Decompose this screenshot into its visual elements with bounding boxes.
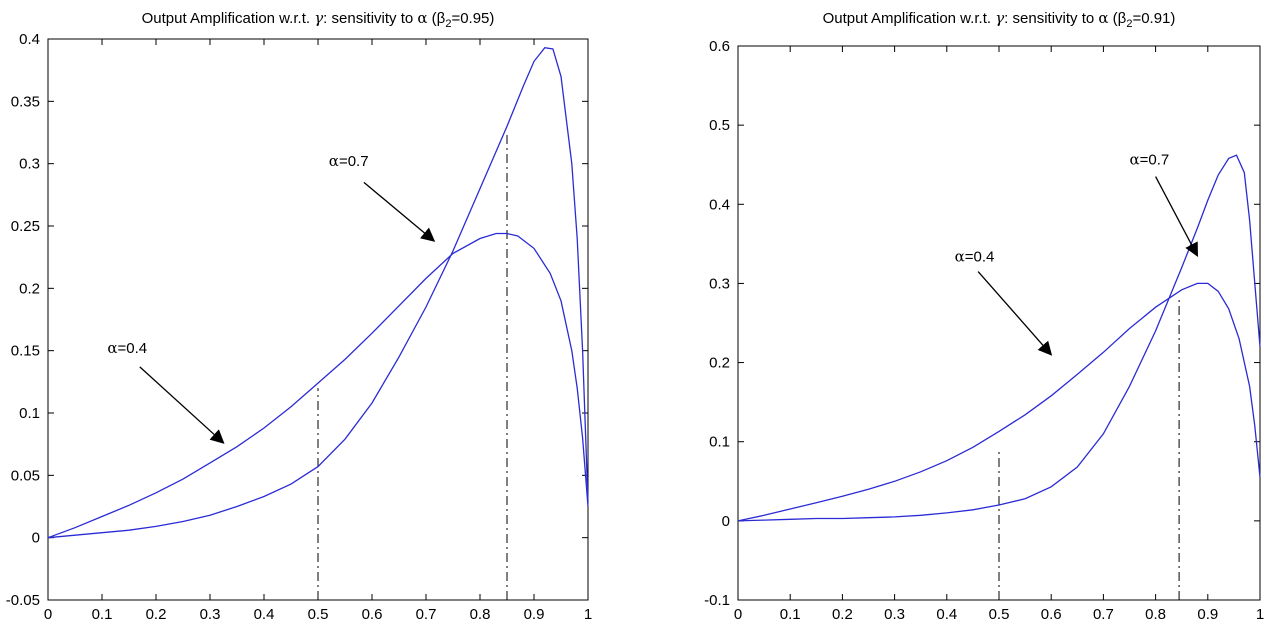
y-tick-label: 0.2	[19, 280, 40, 297]
title-mid: : sensitivity to	[323, 10, 417, 27]
series-line-1	[47, 232, 589, 539]
x-tick-label: 0.1	[92, 606, 113, 623]
x-tick-label: 0.9	[524, 606, 545, 623]
annotation-value: =0.7	[339, 153, 369, 170]
x-tick-label: 0.3	[200, 606, 221, 623]
title-alpha: α	[417, 9, 427, 27]
annotations: α=0.7α=0.4	[107, 152, 436, 444]
x-tick-label: 0.6	[362, 606, 383, 623]
series-lines	[737, 154, 1261, 522]
x-tick-label: 0.5	[989, 606, 1010, 623]
title-alpha: α	[1098, 9, 1108, 27]
series-line-1	[737, 282, 1261, 522]
annotation-arrow	[1155, 176, 1199, 257]
y-tick-label: 0.35	[11, 93, 40, 110]
chart-title: Output Amplification w.r.t. γ: sensitivi…	[142, 9, 495, 30]
title-beta-subscript: 2	[445, 18, 451, 30]
y-tick-label: 0.2	[709, 355, 730, 372]
annotation-value: =0.4	[118, 340, 148, 357]
x-tick-label: 0.6	[1041, 606, 1062, 623]
x-tick-label: 0.2	[146, 606, 167, 623]
annotation-alpha: α	[955, 247, 965, 265]
x-tick-label: 0	[44, 606, 52, 623]
chart-title: Output Amplification w.r.t. γ: sensitivi…	[823, 9, 1176, 30]
title-gamma: γ	[314, 9, 323, 27]
title-beta-open: (β	[1109, 10, 1127, 27]
y-tick-label: 0.25	[11, 218, 40, 235]
axis-ticks: 0 0.1 0.2 0.3 0.4 0.5 0.6 0.7 0.8 0.9 1-0.0500.050…	[6, 31, 592, 623]
y-tick-label: -0.1	[704, 592, 730, 609]
y-tick-label: 0.05	[11, 467, 40, 484]
x-tick-label: 0.7	[1093, 606, 1114, 623]
y-tick-label: 0.15	[11, 343, 40, 360]
y-tick-label: 0.5	[709, 117, 730, 134]
annotation-alpha: α	[107, 339, 117, 357]
annotations: α=0.7α=0.4	[955, 151, 1199, 356]
chart-1: Output Amplification w.r.t. γ: sensitivi…	[6, 9, 592, 623]
series-lines	[47, 46, 589, 539]
annotation-label: α=0.4	[107, 339, 147, 357]
title-beta-close: =0.95)	[451, 10, 494, 27]
title-beta-open: (β	[428, 10, 446, 27]
x-tick-label: 0.9	[1197, 606, 1218, 623]
series-line-2	[737, 154, 1261, 522]
annotation-alpha: α	[1130, 151, 1140, 169]
title-mid: : sensitivity to	[1004, 10, 1098, 27]
x-tick-label: 0.1	[780, 606, 801, 623]
x-tick-label: 0	[734, 606, 742, 623]
reference-lines	[317, 132, 508, 600]
y-tick-label: 0.1	[19, 405, 40, 422]
annotation-label: α=0.7	[329, 152, 369, 170]
title-beta-subscript: 2	[1126, 18, 1132, 30]
y-tick-label: 0.1	[709, 434, 730, 451]
title-gamma: γ	[995, 9, 1004, 27]
y-tick-label: 0.3	[709, 275, 730, 292]
series-line-2	[47, 46, 589, 539]
y-tick-label: 0.4	[19, 31, 40, 48]
x-tick-label: 0.8	[470, 606, 491, 623]
x-tick-label: 0.2	[832, 606, 853, 623]
axis-ticks: 0 0.1 0.2 0.3 0.4 0.5 0.6 0.7 0.8 0.9 1-0.100.10.2…	[704, 38, 1264, 623]
y-tick-label: 0.6	[709, 38, 730, 55]
x-tick-label: 0.4	[936, 606, 957, 623]
y-tick-label: 0.4	[709, 196, 730, 213]
x-tick-label: 0.3	[884, 606, 905, 623]
annotation-arrow	[139, 366, 225, 444]
annotation-arrow	[977, 271, 1053, 356]
reference-lines	[998, 299, 1180, 600]
y-tick-label: 0	[722, 513, 730, 530]
x-tick-label: 0.7	[416, 606, 437, 623]
x-tick-label: 1	[1256, 606, 1264, 623]
chart-2: Output Amplification w.r.t. γ: sensitivi…	[704, 9, 1264, 623]
x-tick-label: 0.4	[254, 606, 275, 623]
y-tick-label: 0	[32, 530, 40, 547]
x-tick-label: 1	[584, 606, 592, 623]
y-tick-label: -0.05	[6, 592, 40, 609]
annotation-value: =0.7	[1140, 152, 1170, 169]
title-prefix: Output Amplification w.r.t.	[823, 10, 996, 27]
x-tick-label: 0.5	[308, 606, 329, 623]
annotation-value: =0.4	[965, 248, 995, 265]
annotation-arrow	[363, 181, 436, 242]
x-tick-label: 0.8	[1145, 606, 1166, 623]
y-tick-label: 0.3	[19, 156, 40, 173]
annotation-alpha: α	[329, 152, 339, 170]
annotation-label: α=0.4	[955, 247, 995, 265]
title-prefix: Output Amplification w.r.t.	[142, 10, 315, 27]
title-beta-close: =0.91)	[1132, 10, 1175, 27]
annotation-label: α=0.7	[1130, 151, 1170, 169]
